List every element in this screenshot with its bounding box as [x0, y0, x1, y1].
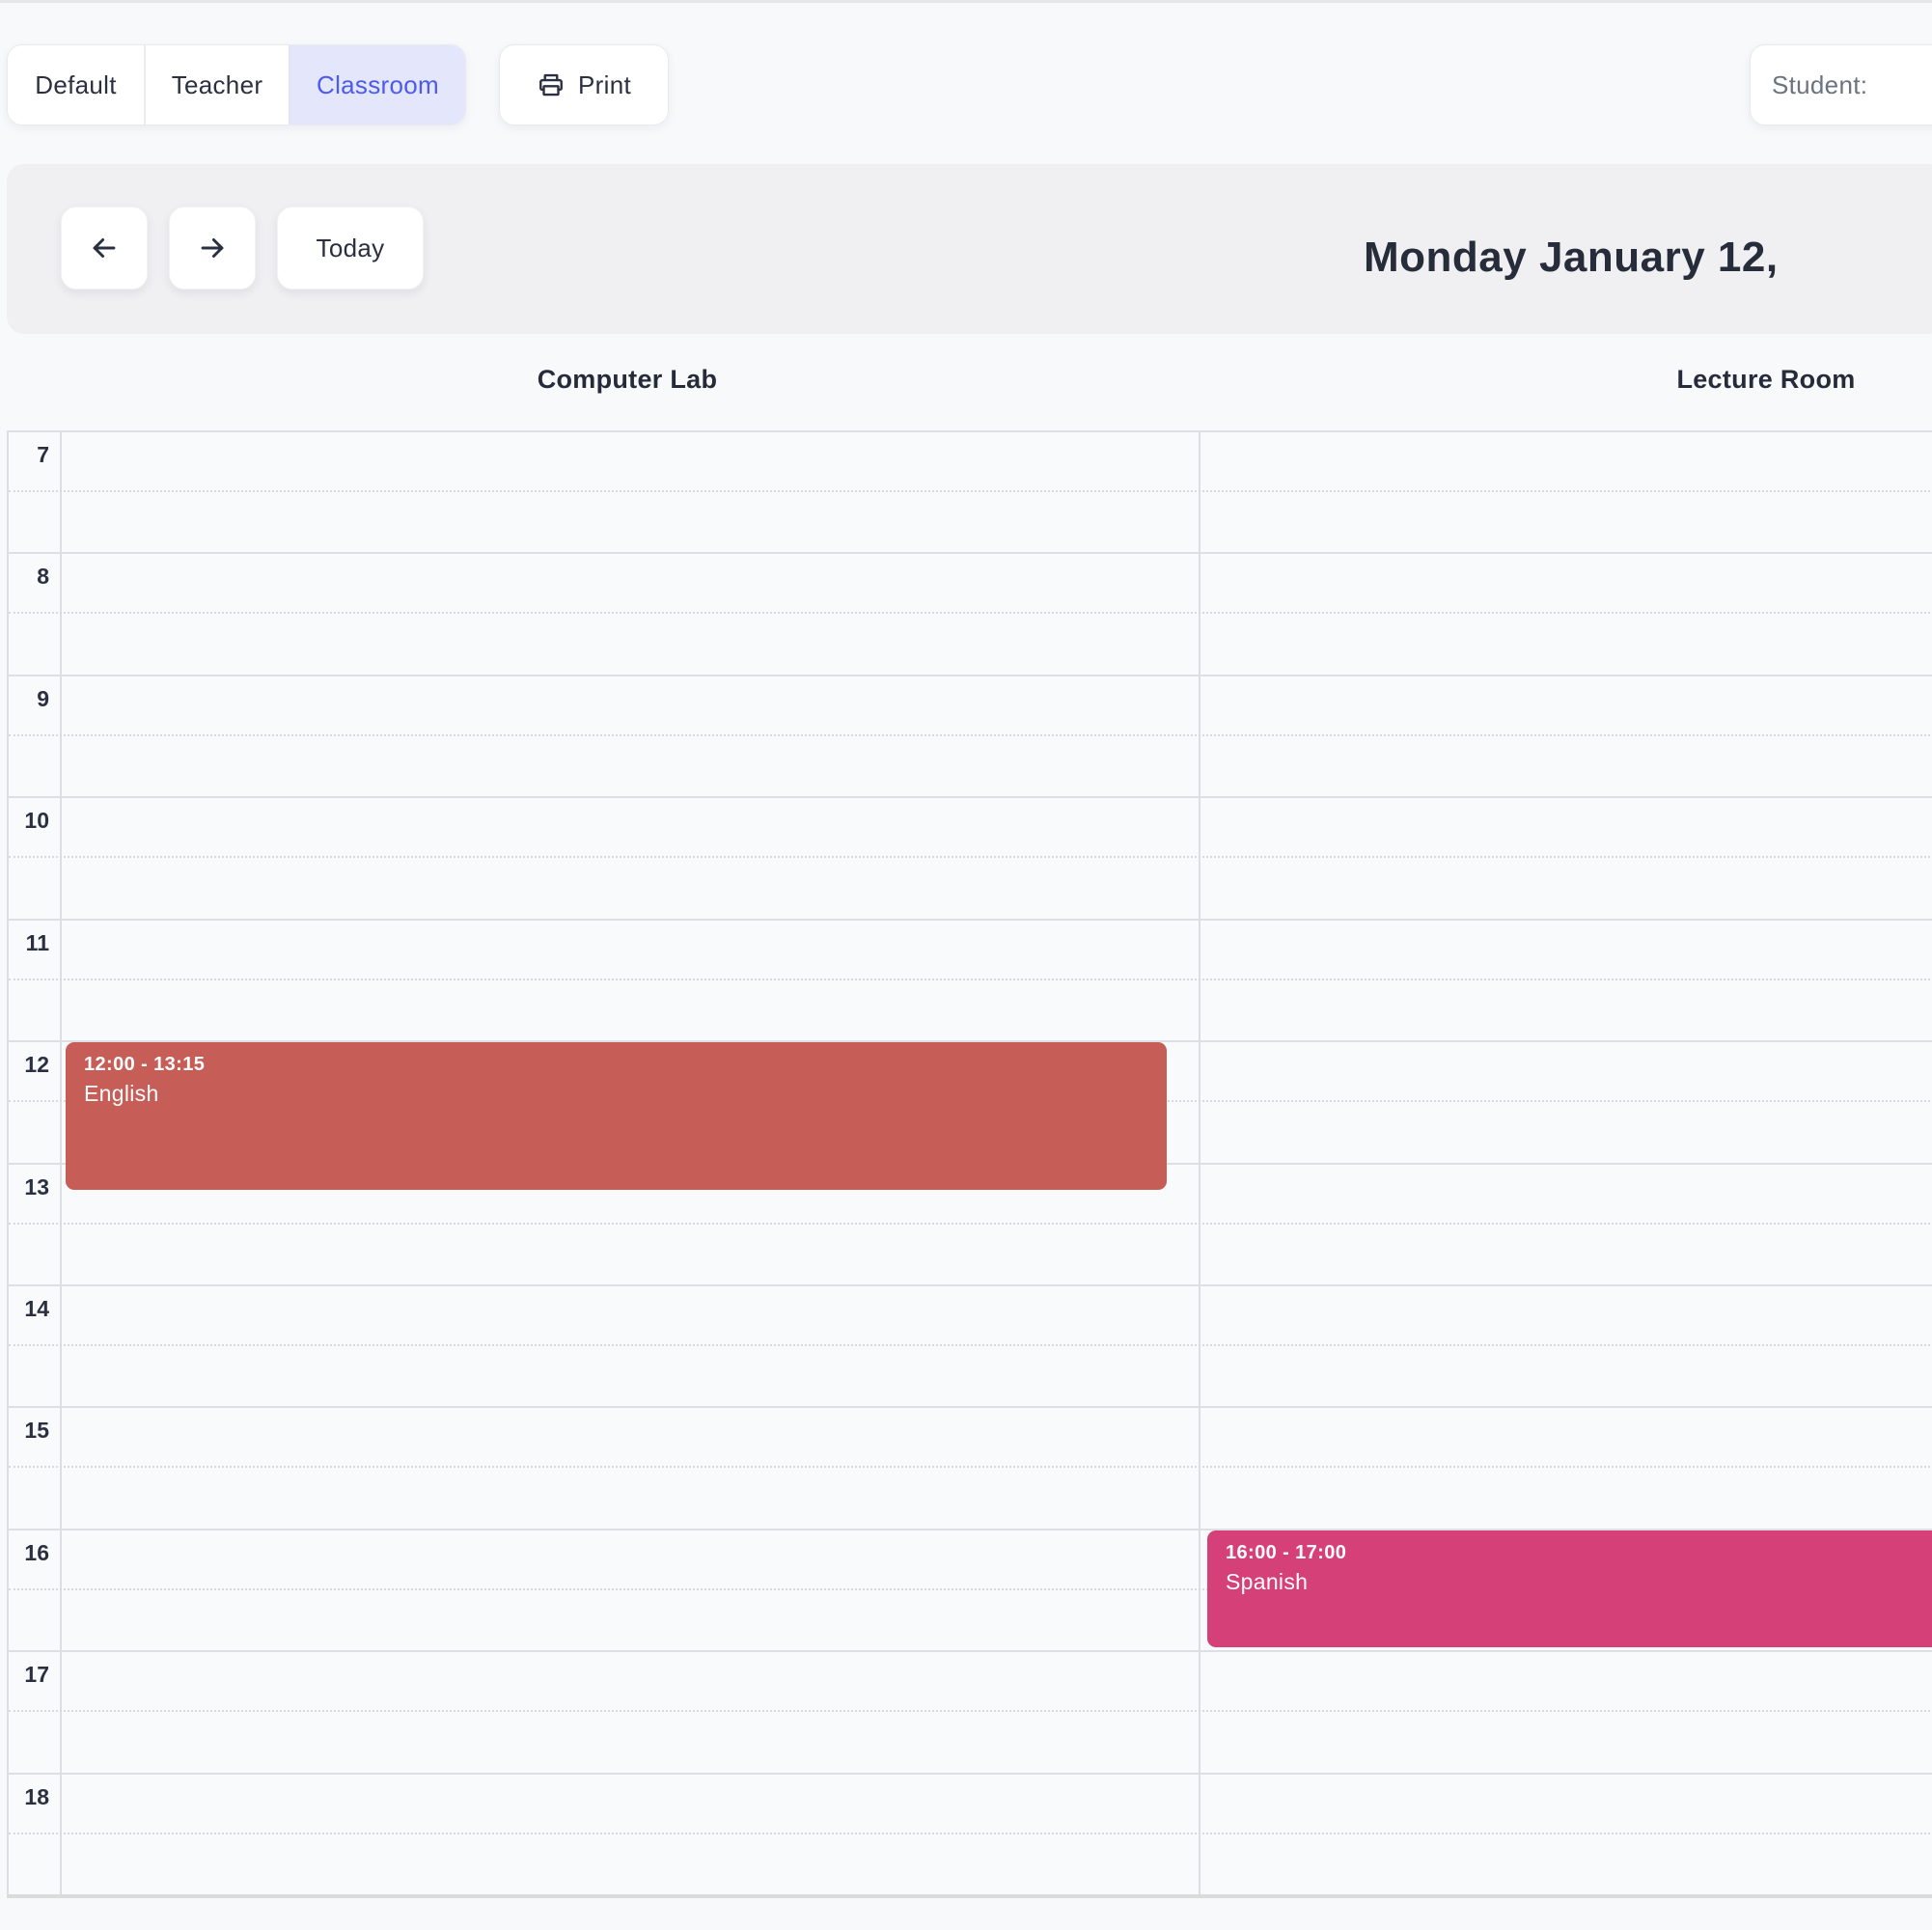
half-hour-line [9, 1587, 1932, 1590]
tab-teacher[interactable]: Teacher [144, 45, 289, 124]
print-button[interactable]: Print [499, 44, 669, 125]
hour-row-14[interactable]: 14 [9, 1283, 1932, 1406]
hour-label: 7 [37, 442, 49, 467]
half-hour-line [9, 1222, 1932, 1225]
half-hour-line [9, 612, 1932, 615]
printer-icon [537, 70, 566, 99]
student-label: Student: [1772, 69, 1868, 99]
hour-label: 15 [24, 1418, 49, 1444]
hour-label: 12 [24, 1052, 49, 1078]
hour-row-11[interactable]: 11 [9, 918, 1932, 1040]
arrow-left-icon [88, 232, 121, 264]
hour-label: 14 [24, 1295, 49, 1321]
calendar-toolbar: Today Monday January 12, [7, 164, 1932, 334]
half-hour-line [9, 1710, 1932, 1713]
previous-day-button[interactable] [61, 207, 148, 290]
hour-row-9[interactable]: 9 [9, 674, 1932, 796]
hour-row-15[interactable]: 15 [9, 1406, 1932, 1528]
hour-row-8[interactable]: 8 [9, 552, 1932, 674]
half-hour-line [9, 733, 1932, 736]
event-title: Spanish [1226, 1568, 1309, 1594]
half-hour-line [9, 1466, 1932, 1469]
hour-row-10[interactable]: 10 [9, 796, 1932, 918]
hour-row-17[interactable]: 17 [9, 1650, 1932, 1772]
column-header-lecture-room: Lecture Room [1676, 365, 1856, 394]
hour-row-16[interactable]: 16 [9, 1528, 1932, 1650]
tab-default[interactable]: Default [8, 45, 144, 124]
tab-classroom[interactable]: Classroom [289, 45, 465, 124]
event-title: English [84, 1081, 159, 1107]
half-hour-line [9, 1343, 1932, 1346]
half-hour-line [9, 1832, 1932, 1834]
half-hour-line [9, 856, 1932, 859]
half-hour-line [9, 978, 1932, 980]
hour-label: 8 [37, 564, 49, 590]
today-button[interactable]: Today [277, 207, 424, 290]
event-time: 16:00 - 17:00 [1226, 1541, 1347, 1563]
view-switcher: Default Teacher Classroom [7, 44, 466, 125]
hour-label: 16 [24, 1539, 49, 1565]
arrow-right-icon [196, 232, 229, 264]
event-english[interactable]: 12:00 - 13:15 English [66, 1042, 1167, 1191]
hour-label: 17 [24, 1662, 49, 1688]
event-time: 12:00 - 13:15 [84, 1054, 206, 1076]
hour-label: 9 [37, 685, 49, 711]
print-label: Print [578, 69, 631, 99]
next-day-button[interactable] [169, 207, 256, 290]
schedule-grid: 7 8 9 10 11 12 13 14 15 16 17 18 12:00 - 13:15 Englis… [7, 430, 1932, 1898]
hour-label: 11 [25, 929, 49, 955]
hour-row-7[interactable]: 7 [9, 430, 1932, 552]
student-filter[interactable]: Student: [1750, 44, 1932, 125]
hour-row-18[interactable]: 18 [9, 1772, 1932, 1894]
hour-label: 10 [24, 808, 49, 834]
column-header-computer-lab: Computer Lab [537, 365, 718, 394]
window-top-edge [0, 0, 1932, 3]
current-date-title: Monday January 12, [1364, 234, 1779, 281]
event-spanish[interactable]: 16:00 - 17:00 Spanish [1207, 1530, 1932, 1648]
hour-label: 13 [24, 1173, 49, 1199]
half-hour-line [9, 490, 1932, 492]
hour-label: 18 [24, 1783, 49, 1809]
